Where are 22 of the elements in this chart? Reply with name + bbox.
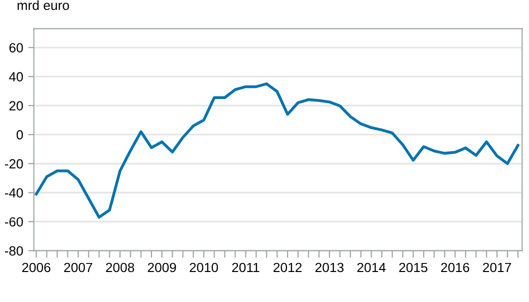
x-tick-label: 2007 [64, 262, 92, 272]
x-tick-label: 2009 [148, 262, 176, 272]
x-tick-label: 2008 [106, 262, 134, 272]
x-tick-label: 2014 [357, 262, 386, 272]
y-tick-label: -40 [4, 188, 23, 198]
x-tick-label: 2011 [232, 262, 260, 272]
line-series [34, 82, 520, 219]
x-tick-label: 2013 [315, 262, 344, 272]
y-tick-label: -60 [4, 217, 23, 227]
x-tick-label: 2017 [482, 262, 512, 272]
x-tick-label: 2016 [441, 262, 470, 272]
y-tick-label: 40 [9, 72, 23, 82]
x-tick-label: 2012 [274, 262, 302, 272]
y-tick-label: 20 [9, 101, 23, 110]
y-tick-label: 0 [16, 130, 23, 140]
y-tick-label: -20 [4, 159, 23, 169]
y-tick-label: -80 [4, 246, 23, 256]
x-tick-label: 2015 [399, 262, 428, 272]
y-tick-label: 60 [9, 43, 23, 52]
x-tick-label: 2006 [22, 262, 50, 272]
x-tick-label: 2010 [190, 262, 218, 272]
y-axis-title: mrd euro [18, 0, 70, 10]
